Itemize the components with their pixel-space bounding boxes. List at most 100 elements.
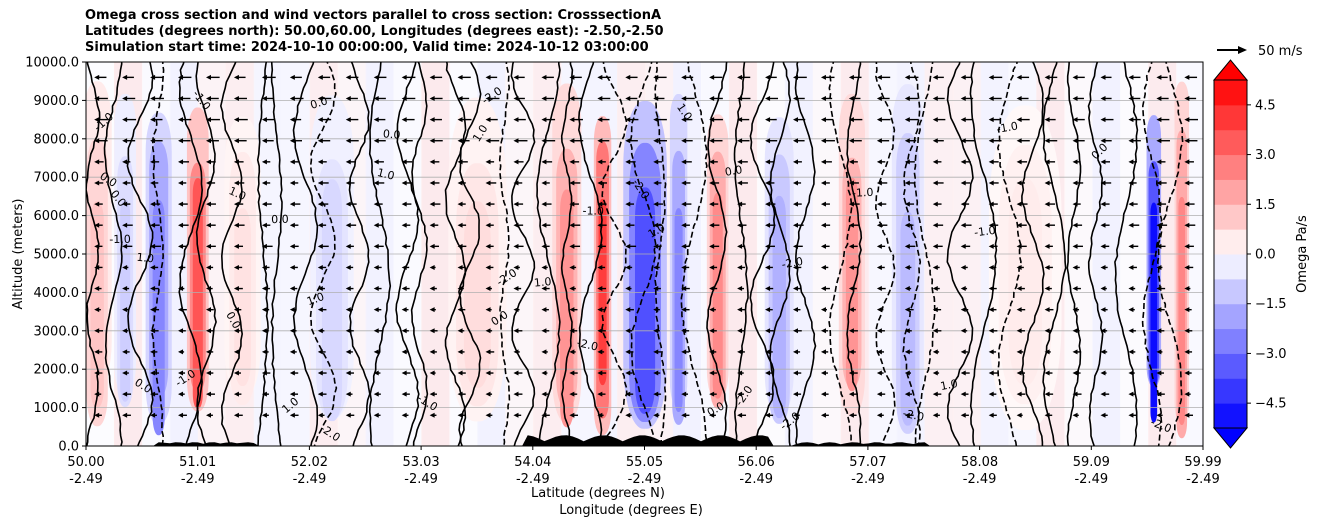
colorbar-tick-label: −4.5 — [1255, 397, 1287, 412]
wind-vector-head — [345, 307, 351, 313]
wind-vector-head — [261, 117, 267, 123]
wind-vector-head — [765, 307, 771, 313]
y-tick-label: 0.0 — [58, 440, 79, 455]
wind-vector-head — [289, 138, 295, 144]
wind-vector-head — [541, 286, 547, 292]
wind-vector-head — [709, 74, 715, 80]
wind-vector-head — [150, 412, 156, 418]
wind-vector-head — [261, 243, 267, 249]
wind-vector-head — [1072, 264, 1078, 270]
wind-vector-head — [317, 95, 323, 101]
wind-vector-head — [737, 222, 743, 228]
wind-vector-head — [932, 307, 938, 313]
wind-vector-head — [904, 264, 910, 270]
wind-vector-head — [122, 95, 128, 101]
wind-vector-head — [233, 370, 239, 376]
wind-vector-head — [1016, 138, 1022, 144]
wind-vector-head — [932, 117, 938, 123]
wind-vector-head — [793, 264, 799, 270]
wind-vector-head — [960, 222, 966, 228]
wind-vector-head — [1072, 307, 1078, 313]
x-tick-label-lon: -2.49 — [1186, 472, 1220, 487]
wind-vector-head — [373, 180, 379, 186]
wind-vector-head — [765, 370, 771, 376]
wind-vector-head — [569, 243, 575, 249]
contour-label: -2.0 — [576, 336, 600, 353]
wind-vector-head — [1184, 201, 1190, 207]
wind-vector-head — [485, 349, 491, 355]
wind-vector-head — [681, 74, 687, 80]
wind-vector-head — [625, 138, 631, 144]
wind-vector-head — [765, 328, 771, 334]
contour-label: 1.0 — [533, 275, 552, 289]
wind-vector-head — [960, 412, 966, 418]
wind-vector-head — [94, 180, 100, 186]
wind-vector-head — [122, 328, 128, 334]
wind-vector-head — [317, 201, 323, 207]
wind-vector-head — [178, 138, 184, 144]
wind-vector-head — [1156, 412, 1162, 418]
wind-vector-head — [932, 74, 938, 80]
wind-vector-head — [597, 222, 603, 228]
wind-vector-head — [876, 95, 882, 101]
wind-vector-head — [401, 307, 407, 313]
wind-vector-head — [345, 74, 351, 80]
wind-vector-head — [597, 370, 603, 376]
wind-vector-head — [904, 95, 910, 101]
wind-vector-head — [289, 201, 295, 207]
wind-vector-head — [345, 201, 351, 207]
wind-vector-head — [457, 180, 463, 186]
wind-vector-head — [373, 391, 379, 397]
wind-vector-head — [793, 391, 799, 397]
wind-vector-head — [457, 328, 463, 334]
wind-vector-head — [233, 349, 239, 355]
wind-vector-head — [793, 286, 799, 292]
contour-line — [195, 62, 217, 446]
negative-contour — [902, 62, 922, 446]
wind-vector-head — [876, 243, 882, 249]
wind-vector-head — [597, 264, 603, 270]
colorbar-level — [1214, 254, 1247, 280]
wind-vector-head — [765, 264, 771, 270]
wind-vector-head — [1044, 264, 1050, 270]
wind-vector-head — [569, 117, 575, 123]
wind-vector-head — [848, 370, 854, 376]
wind-vector-head — [485, 370, 491, 376]
wind-vector-head — [597, 349, 603, 355]
wind-vector-head — [205, 180, 211, 186]
wind-vector-head — [513, 201, 519, 207]
wind-vector-head — [625, 117, 631, 123]
wind-vector-head — [485, 391, 491, 397]
wind-vector-head — [178, 264, 184, 270]
wind-vector-head — [513, 222, 519, 228]
wind-vector-head — [261, 286, 267, 292]
wind-vector-head — [737, 138, 743, 144]
wind-vector-head — [513, 307, 519, 313]
colorbar-extend-min — [1212, 427, 1249, 449]
wind-vector-head — [765, 412, 771, 418]
wind-vector-head — [1184, 159, 1190, 165]
wind-vector-head — [904, 201, 910, 207]
wind-vector-head — [709, 286, 715, 292]
contour-label: -1.0 — [973, 224, 996, 240]
wind-vector-head — [793, 243, 799, 249]
wind-vector-head — [876, 117, 882, 123]
wind-vector-head — [988, 180, 994, 186]
wind-vector-head — [876, 391, 882, 397]
wind-vector-head — [765, 159, 771, 165]
wind-vector-head — [737, 95, 743, 101]
wind-vector-head — [150, 286, 156, 292]
wind-vector-head — [401, 412, 407, 418]
x-tick-label-lon: -2.49 — [1074, 472, 1108, 487]
contour-label: 1.0 — [376, 166, 396, 183]
contour-label: -1.0 — [582, 204, 604, 217]
y-tick-label: 1000.0 — [34, 401, 80, 416]
wind-vector-head — [1156, 222, 1162, 228]
wind-vector-head — [401, 243, 407, 249]
wind-vector-head — [457, 95, 463, 101]
wind-vector-head — [988, 307, 994, 313]
wind-vector-head — [653, 412, 659, 418]
y-tick-label: 7000.0 — [34, 171, 80, 186]
wind-vector-head — [653, 286, 659, 292]
y-tick-label: 2000.0 — [34, 363, 80, 378]
